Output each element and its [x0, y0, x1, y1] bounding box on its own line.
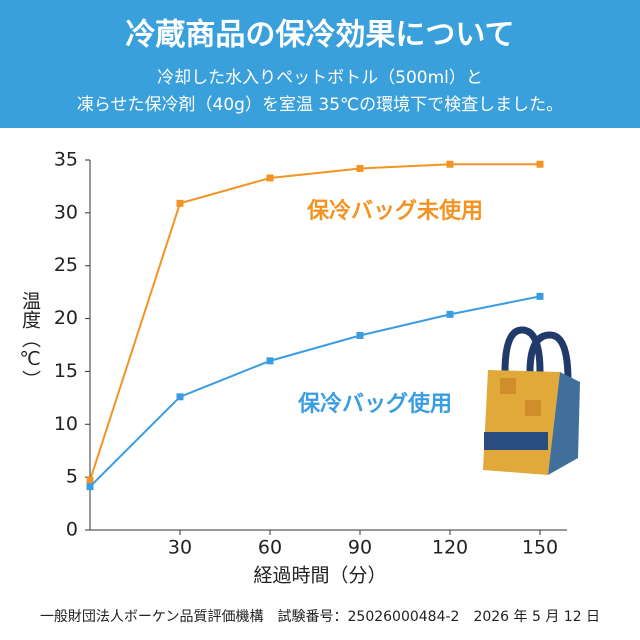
data-point	[176, 393, 184, 401]
data-point	[536, 160, 544, 168]
y-tick-label: 20	[54, 307, 78, 329]
series-label: 保冷バッグ使用	[297, 391, 452, 417]
data-point	[176, 199, 184, 207]
y-axis-label: 温度（℃）	[19, 291, 41, 389]
data-point	[536, 292, 544, 300]
footer: 一般財団法人ボーケン品質評価機構 試験番号：25026000484-2 2026…	[40, 609, 600, 625]
data-point	[356, 331, 364, 339]
bag-illustration	[483, 326, 580, 475]
x-tick-label: 150	[522, 537, 558, 559]
y-tick-label: 30	[54, 201, 78, 223]
data-point	[356, 164, 364, 172]
x-tick-label: 60	[258, 537, 282, 559]
data-point	[446, 160, 454, 168]
subtitle: 凍らせた保冷剤（40g）を室温 35℃の環境下で検査しました。	[77, 95, 563, 115]
x-tick-label: 120	[432, 537, 468, 559]
data-point	[446, 310, 454, 318]
y-tick-label: 35	[54, 149, 78, 171]
data-point	[266, 357, 274, 365]
header-band	[0, 0, 640, 128]
x-axis-label: 経過時間（分）	[253, 565, 386, 587]
y-tick-label: 25	[54, 254, 78, 276]
series-label: 保冷バッグ未使用	[306, 198, 483, 224]
data-point	[86, 476, 94, 484]
series-line	[89, 163, 540, 481]
chart-title: 冷蔵商品の保冷効果について	[125, 18, 514, 53]
y-tick-label: 10	[54, 413, 78, 435]
data-point	[266, 174, 274, 182]
data-point	[86, 483, 94, 491]
y-tick-label: 15	[54, 360, 78, 382]
x-tick-label: 90	[348, 537, 372, 559]
subtitle: 冷却した水入りペットボトル（500ml）と	[157, 68, 483, 88]
x-tick-label: 30	[168, 537, 192, 559]
y-tick-label: 5	[66, 466, 78, 488]
series-line	[89, 295, 541, 488]
y-tick-label: 0	[66, 519, 78, 541]
